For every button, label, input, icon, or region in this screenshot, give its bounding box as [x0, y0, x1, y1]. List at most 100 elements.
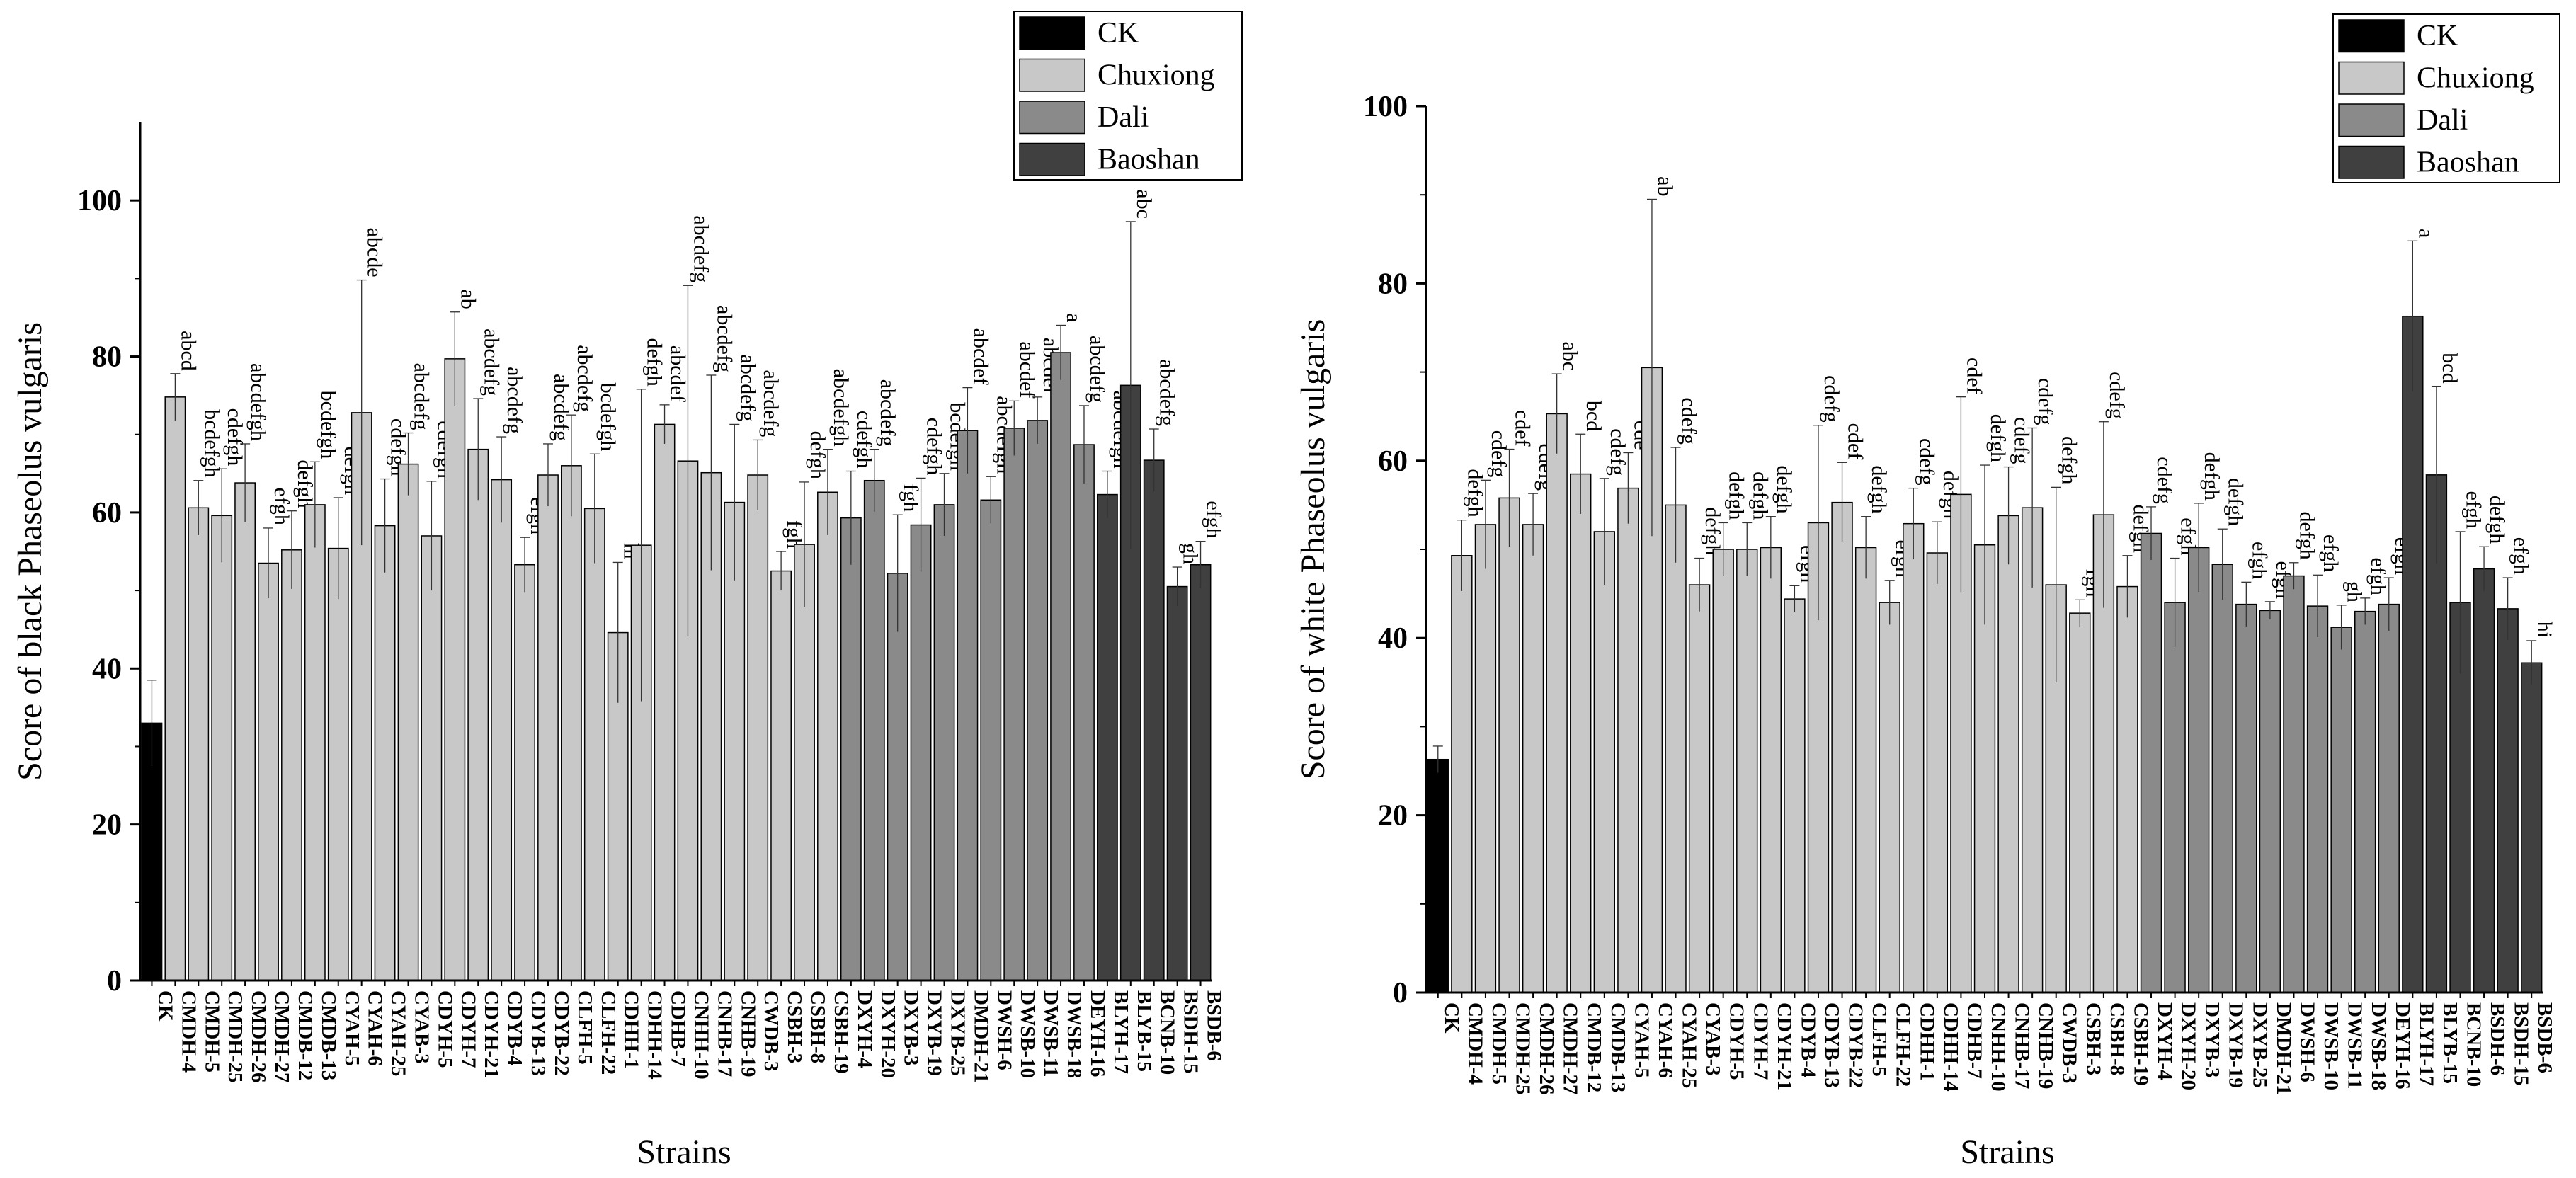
- x-tick-label: BLYH-17: [1110, 990, 1132, 1074]
- y-tick-label: 100: [1363, 91, 1408, 123]
- x-tick-label: CDYB-22: [550, 990, 573, 1076]
- bar-CDYH-21: [467, 448, 489, 981]
- significance-letter: efgh: [2509, 537, 2533, 575]
- legend-label: CK: [1098, 17, 1139, 50]
- legend: CK Chuxiong Dali Baoshan: [2332, 13, 2560, 183]
- bar-DXYB-3: [887, 573, 908, 981]
- x-tick-label: CWDB-3: [2058, 1002, 2081, 1083]
- x-tick-label: DXYB-3: [2201, 1002, 2223, 1077]
- significance-letter: ab: [1653, 176, 1677, 196]
- significance-letter: hi: [2533, 622, 2556, 638]
- significance-letter: ab: [456, 289, 479, 309]
- significance-letter: bcd: [2438, 353, 2461, 383]
- bar-BSDB-6: [1190, 564, 1212, 981]
- bar-DXYB-19: [910, 524, 932, 981]
- x-tick-label: CDYB-13: [1820, 1002, 1843, 1088]
- significance-letter: abcdefgh: [246, 363, 270, 441]
- bar-CLFH-22: [1879, 602, 1900, 993]
- legend-swatch: [1019, 101, 1085, 135]
- x-tick-label: CDYH-21: [480, 990, 503, 1078]
- significance-letter: defgh: [2224, 478, 2247, 526]
- x-tick-label: DXYB-19: [923, 990, 946, 1076]
- legend-label: Chuxiong: [1098, 59, 1215, 91]
- x-tick-label: CDHH-14: [644, 990, 666, 1080]
- bar-CWDB-3: [747, 474, 769, 981]
- significance-letter: cdef: [1844, 423, 1867, 460]
- y-tick-label: 100: [77, 185, 122, 217]
- bar-DXYH-20: [863, 479, 885, 981]
- legend: CK Chuxiong Dali Baoshan: [1013, 11, 1243, 181]
- bar-DEYH-16: [2378, 603, 2400, 993]
- significance-letter: defgh: [806, 431, 829, 479]
- bar-CDYH-5: [1712, 549, 1734, 993]
- legend-swatch: [1019, 142, 1085, 176]
- bar-DWSH-6: [980, 499, 1002, 981]
- significance-letter: defgh: [1725, 471, 1748, 520]
- x-tick-label: CDYH-5: [1726, 1002, 1748, 1080]
- x-tick-label: CMDB-12: [1583, 1002, 1605, 1092]
- x-tick-label: CLFH-22: [1892, 1002, 1915, 1087]
- x-tick-label: DXYB-19: [2225, 1002, 2247, 1088]
- bar-CDYB-22: [537, 474, 559, 981]
- significance-letter: fgh: [782, 520, 806, 549]
- bar-CK: [1427, 758, 1449, 993]
- bar-DWSB-10: [2306, 605, 2329, 993]
- bar-CDHH-14: [1926, 552, 1949, 993]
- bar-CYAH-25: [374, 525, 396, 981]
- bar-DXYH-4: [840, 517, 862, 981]
- significance-letter: abcdef: [666, 345, 690, 402]
- x-tick-label: DWSH-6: [2296, 1002, 2318, 1082]
- significance-letter: cdef: [1511, 410, 1534, 447]
- x-tick-label: CNHH-10: [690, 990, 712, 1080]
- bar-CMDH-5: [1474, 524, 1497, 993]
- x-tick-label: DXYB-25: [2248, 1002, 2271, 1088]
- x-tick-label: CSBH-3: [783, 990, 806, 1063]
- y-tick-label: 40: [1378, 622, 1408, 655]
- x-tick-label: BLYH-17: [2415, 1002, 2437, 1086]
- bar-DWSB-18: [2354, 610, 2376, 993]
- bar-DWSB-18: [1050, 352, 1071, 981]
- x-tick-label: CDHB-7: [667, 990, 690, 1067]
- x-tick-label: CDYH-21: [1773, 1002, 1796, 1090]
- x-tick-label: CK: [1440, 1002, 1463, 1034]
- x-tick-label: CMDH-27: [270, 990, 293, 1082]
- significance-letter: abcdefgh: [829, 369, 853, 447]
- bar-BSDH-6: [2473, 568, 2495, 993]
- significance-letter: abcdefg: [759, 370, 782, 438]
- bar-DEYH-16: [1073, 444, 1095, 981]
- bar-CLFH-22: [583, 508, 605, 981]
- significance-letter: cdefg: [1606, 428, 1629, 476]
- bar-BSDH-15: [1166, 585, 1188, 981]
- x-tick-label: CDYB-4: [1796, 1002, 1819, 1077]
- legend-label: Dali: [1098, 101, 1149, 134]
- bar-DWSB-11: [2330, 627, 2352, 993]
- significance-letter: abcdefg: [503, 367, 526, 434]
- legend-label: CK: [2417, 20, 2458, 52]
- significance-letter: a: [2414, 229, 2437, 238]
- y-tick-label: 20: [1378, 800, 1408, 833]
- significance-letter: bcdefgh: [200, 409, 223, 478]
- x-tick-label: CLFH-22: [597, 990, 620, 1075]
- significance-letter: abc: [1558, 341, 1582, 371]
- x-tick-label: BLYB-15: [1133, 990, 1156, 1072]
- bar-CDYH-5: [421, 535, 443, 981]
- bar-BSDB-6: [2521, 662, 2543, 993]
- significance-letter: bcd: [1582, 401, 1605, 431]
- bar-CDYH-21: [1760, 547, 1782, 993]
- x-tick-label: CYAB-3: [1702, 1002, 1724, 1076]
- significance-letter: abc: [1132, 189, 1156, 219]
- x-tick-label: CMDH-26: [1535, 1002, 1558, 1094]
- bar-DMDH-21: [2259, 610, 2281, 993]
- bar-CYAH-5: [327, 547, 349, 981]
- significance-letter: cdefg: [1677, 397, 1701, 445]
- x-tick-label: CLFH-5: [574, 990, 596, 1065]
- legend-swatch: [2338, 103, 2405, 137]
- significance-letter: abcdefg: [689, 215, 712, 282]
- significance-letter: defgh: [1463, 469, 1486, 517]
- x-tick-label: CDYH-7: [1749, 1002, 1772, 1080]
- y-axis-title: Score of white Phaseolus vulgaris: [1294, 319, 1332, 780]
- bar-CLFH-5: [1854, 547, 1877, 993]
- bar-CSBH-19: [2116, 585, 2138, 993]
- x-tick-label: CMDH-5: [1488, 1002, 1510, 1085]
- x-tick-label: CDYB-13: [527, 990, 549, 1076]
